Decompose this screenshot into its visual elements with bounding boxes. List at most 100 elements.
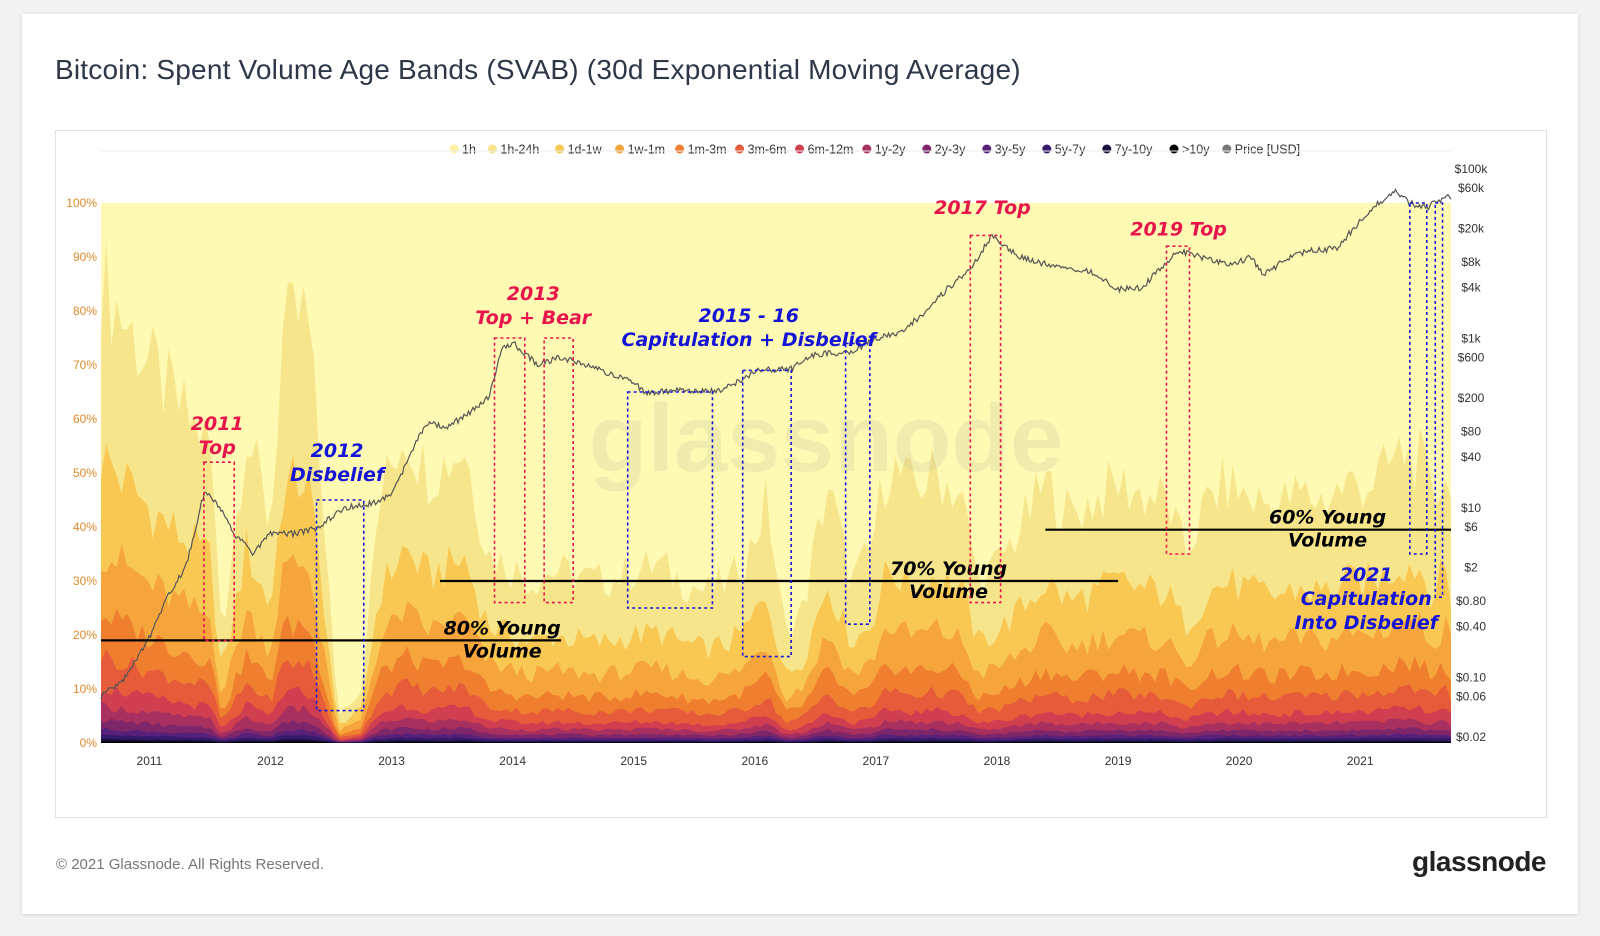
young-volume-threshold-label: Volume — [1288, 530, 1367, 552]
y-right-tick-label: $0.40 — [1456, 620, 1486, 634]
young-volume-threshold-label: Volume — [909, 581, 988, 603]
legend-item: 5y-7y — [1055, 143, 1086, 157]
y-right-tick-label: $200 — [1458, 391, 1485, 405]
legend-item: 3y-5y — [995, 143, 1026, 157]
young-volume-threshold-label: 80% Young — [444, 617, 561, 639]
annotation-label: 2017 Top — [934, 197, 1031, 219]
y-left-tick-label: 100% — [66, 196, 97, 210]
annotation-label: Top + Bear — [475, 307, 593, 329]
y-right-tick-label: $600 — [1458, 350, 1485, 364]
y-right-tick-label: $10 — [1461, 501, 1481, 515]
annotation-label: 2021 — [1340, 564, 1393, 586]
price-series-line — [100, 187, 1452, 700]
y-left-tick-label: 0% — [80, 736, 98, 750]
y-right-tick-label: $0.10 — [1456, 671, 1486, 685]
legend-swatch — [615, 144, 625, 154]
annotation-label: Disbelief — [290, 464, 387, 486]
annotation-label: 2019 Top — [1130, 218, 1227, 240]
annotation-box — [315, 499, 365, 712]
annotation-box — [493, 337, 526, 604]
annotation-box — [741, 369, 792, 658]
y-right-tick-label: $8k — [1461, 255, 1481, 269]
legend-swatch — [449, 144, 459, 154]
y-right-tick-label: $0.02 — [1456, 730, 1486, 744]
annotation-label: Capitulation + Disbelief — [622, 329, 879, 351]
legend-swatch — [735, 144, 745, 154]
annotation-label: 2013 — [507, 283, 560, 305]
x-tick-label: 2013 — [378, 754, 405, 768]
x-tick-label: 2015 — [620, 754, 647, 768]
annotation-label: 2011 — [191, 413, 244, 435]
legend-swatch — [922, 144, 932, 154]
y-right-tick-label: $40 — [1461, 450, 1481, 464]
band-7y-10y-area — [101, 738, 1451, 743]
y-left-tick-label: 60% — [73, 412, 97, 426]
x-tick-label: 2018 — [984, 754, 1011, 768]
y-right-tick-label: $2 — [1464, 560, 1478, 574]
annotation-box — [543, 337, 574, 604]
annotation-box — [1409, 202, 1428, 555]
y-right-tick-label: $20k — [1458, 221, 1485, 235]
annotation-label: Capitulation — [1301, 588, 1432, 610]
x-tick-label: 2019 — [1105, 754, 1132, 768]
copyright-text: © 2021 Glassnode. All Rights Reserved. — [56, 856, 324, 873]
annotation-label: Into Disbelief — [1294, 612, 1440, 634]
x-tick-label: 2011 — [137, 754, 163, 768]
x-tick-label: 2020 — [1226, 754, 1253, 768]
legend-item: 2y-3y — [935, 143, 966, 157]
legend-swatch — [555, 144, 565, 154]
band-gt10y-area — [101, 741, 1451, 743]
young-volume-threshold-label: Volume — [463, 640, 542, 662]
y-left-tick-label: 80% — [73, 304, 97, 318]
legend-item: 1h-24h — [500, 143, 539, 157]
y-right-tick-label: $1k — [1461, 332, 1481, 346]
x-tick-label: 2021 — [1347, 754, 1374, 768]
y-left-tick-label: 40% — [73, 520, 97, 534]
page-title: Bitcoin: Spent Volume Age Bands (SVAB) (… — [55, 54, 1021, 85]
legend-item: 6m-12m — [808, 143, 854, 157]
legend-item: 1d-1w — [568, 143, 603, 157]
legend-swatch — [1222, 144, 1232, 154]
legend-item: >10y — [1182, 143, 1210, 157]
legend-swatch — [1042, 144, 1052, 154]
legend-swatch — [862, 144, 872, 154]
y-left-tick-label: 30% — [73, 574, 97, 588]
annotation-box — [626, 391, 714, 609]
legend-item: 1w-1m — [628, 143, 666, 157]
y-left-tick-label: 70% — [73, 358, 97, 372]
x-tick-label: 2012 — [257, 754, 284, 768]
annotation-box — [1434, 202, 1444, 599]
legend-swatch — [1169, 144, 1179, 154]
y-right-tick-label: $0.80 — [1456, 594, 1486, 608]
legend-item: Price [USD] — [1235, 143, 1300, 157]
annotation-label: Top — [199, 437, 236, 459]
annotation-label: 2015 - 16 — [699, 305, 799, 327]
y-right-tick-label: $80 — [1461, 425, 1481, 439]
young-volume-threshold-label: 70% Young — [890, 558, 1007, 580]
x-tick-label: 2016 — [741, 754, 768, 768]
brand-logo: glassnode — [1412, 846, 1546, 877]
legend-swatch — [675, 144, 685, 154]
svab-chart: glassnode 0% 10% 20% 30% 40% 50% 60% 70% 80% 90% 10… — [66, 143, 1489, 769]
chart-container: glassnode 0% 10% 20% 30% 40% 50% 60% 70% 80% 90% 10… — [55, 130, 1547, 818]
y-right-tick-label: $0.06 — [1456, 690, 1486, 704]
y-left-tick-label: 20% — [73, 628, 97, 642]
x-tick-label: 2014 — [499, 754, 526, 768]
legend-item: 1y-2y — [875, 143, 906, 157]
watermark: glassnode — [589, 385, 1064, 492]
y-right-tick-label: $4k — [1461, 281, 1481, 295]
y-right-tick-label: $100k — [1455, 162, 1489, 176]
annotation-label: 2012 — [311, 440, 364, 462]
legend-item: 7y-10y — [1115, 143, 1153, 157]
young-volume-threshold-label: 60% Young — [1269, 507, 1386, 529]
annotation-box — [1165, 245, 1191, 555]
legend-item: 1m-3m — [688, 143, 727, 157]
legend-item: 1h — [462, 143, 476, 157]
legend-swatch — [487, 144, 497, 154]
legend-swatch — [1102, 144, 1112, 154]
annotation-box — [203, 461, 235, 642]
y-left-tick-label: 50% — [73, 466, 97, 480]
y-left-tick-label: 90% — [73, 250, 97, 264]
annotation-box — [844, 342, 871, 625]
y-right-tick-label: $6 — [1464, 520, 1478, 534]
